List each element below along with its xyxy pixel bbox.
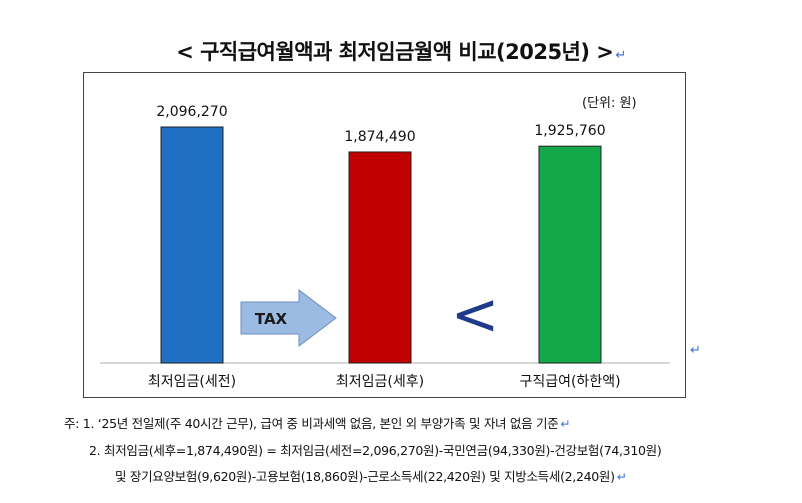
tax-arrow [240,288,337,348]
bar-value-label-1: 2,096,270 [156,104,227,120]
footnote-2-text: 2. 최저임금(세후=1,874,490원) = 최저임금(세전=2,096,2… [89,443,662,458]
tax-arrow-label: TAX [255,310,288,328]
bar-value-label-2: 1,874,490 [344,129,415,145]
chart-title: < 구직급여월액과 최저임금월액 비교(2025년) > ↵ [0,36,802,66]
footnote-2: 2. 최저임금(세후=1,874,490원) = 최저임금(세전=2,096,2… [89,440,662,459]
bar-value-label-3: 1,925,760 [534,123,605,139]
return-mark: ↵ [560,417,571,431]
footnote-3: 및 장기요양보험(9,620원)-고용보험(18,860원)-근로소득세(22,… [115,466,627,485]
category-label-3: 구직급여(하한액) [519,374,620,390]
chart-frame [83,72,686,398]
return-mark-outside: ↵ [690,343,701,358]
category-label-2: 최저임금(세후) [336,374,424,390]
category-label-1: 최저임금(세전) [148,374,236,390]
bar-1 [160,126,224,364]
footnote-1: 주: 1. ‘25년 전일제(주 40시간 근무), 급여 중 비과세액 없음,… [64,413,570,432]
bar-2 [348,151,412,364]
bar-3 [538,145,602,364]
return-mark: ↵ [616,470,627,484]
unit-label: (단위: 원) [582,96,637,111]
footnote-3-text: 및 장기요양보험(9,620원)-고용보험(18,860원)-근로소득세(22,… [115,469,615,484]
comparison-symbol: < [451,280,500,348]
return-mark: ↵ [615,48,626,63]
footnote-1-text: 주: 1. ‘25년 전일제(주 40시간 근무), 급여 중 비과세액 없음,… [64,416,559,431]
chart-title-text: < 구직급여월액과 최저임금월액 비교(2025년) > [176,40,614,64]
